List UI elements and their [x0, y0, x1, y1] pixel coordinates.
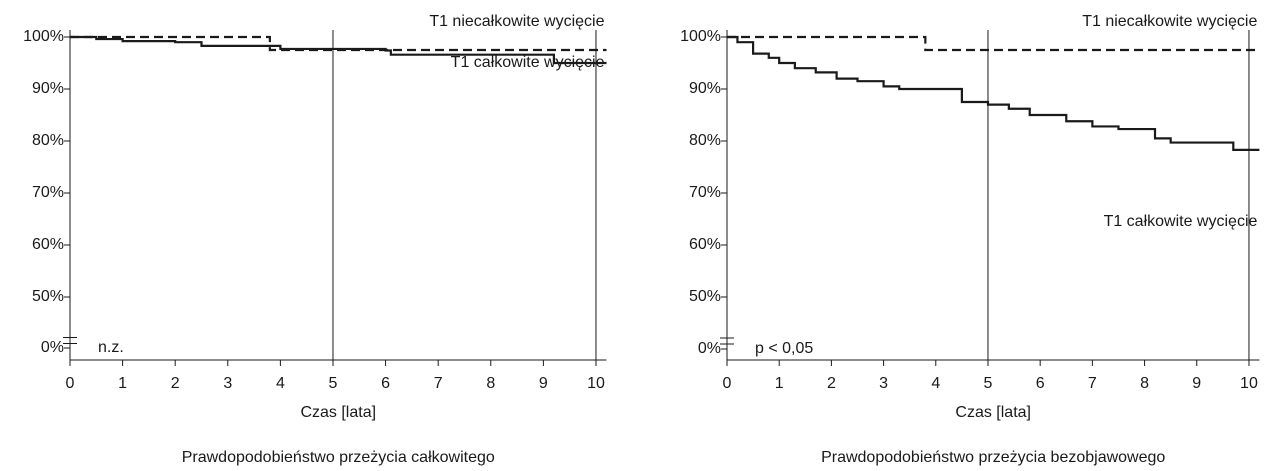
y-tick-label: 80% [32, 132, 64, 149]
caption: Prawdopodobieństwo przeżycia bezobjawowe… [821, 449, 1165, 466]
x-tick-label: 6 [381, 375, 390, 392]
series-label: T1 niecałkowite wycięcie [1082, 13, 1257, 30]
x-tick-label: 4 [276, 375, 285, 392]
y-tick-label: 70% [689, 184, 721, 201]
x-tick-label: 2 [171, 375, 180, 392]
x-tick-label: 8 [1140, 375, 1149, 392]
y-tick-label: 50% [689, 288, 721, 305]
y-tick-label: 80% [689, 132, 721, 149]
series-label: T1 całkowite wycięcie [451, 54, 605, 71]
y-tick-label: 60% [32, 236, 64, 253]
x-tick-label: 9 [1192, 375, 1201, 392]
survival-line [70, 35, 607, 52]
series-label: T1 niecałkowite wycięcie [429, 13, 604, 30]
y-tick-label: 0% [41, 339, 64, 356]
x-tick-label: 1 [118, 375, 127, 392]
x-tick-label: 10 [1240, 375, 1258, 392]
caption: Prawdopodobieństwo przeżycia całkowitego [182, 449, 495, 466]
x-axis-label: Czas [lata] [955, 404, 1031, 421]
y-tick-label: 90% [32, 80, 64, 97]
x-tick-label: 9 [539, 375, 548, 392]
x-tick-label: 5 [984, 375, 993, 392]
x-tick-label: 3 [223, 375, 232, 392]
annotation: p < 0,05 [755, 340, 813, 357]
survival-line [70, 35, 607, 65]
x-tick-label: 5 [329, 375, 338, 392]
x-tick-label: 8 [486, 375, 495, 392]
y-tick-label: 100% [23, 28, 64, 45]
x-tick-label: 7 [434, 375, 443, 392]
survival-line [727, 35, 1260, 151]
y-tick-label: 90% [689, 80, 721, 97]
x-tick-label: 3 [879, 375, 888, 392]
y-tick-label: 70% [32, 184, 64, 201]
x-tick-label: 4 [931, 375, 940, 392]
x-tick-label: 2 [827, 375, 836, 392]
x-tick-label: 6 [1036, 375, 1045, 392]
y-tick-label: 60% [689, 236, 721, 253]
y-tick-label: 100% [680, 28, 721, 45]
annotation: n.z. [98, 339, 124, 356]
x-tick-label: 0 [723, 375, 732, 392]
series-label: T1 całkowite wycięcie [1104, 213, 1258, 230]
y-tick-label: 0% [698, 340, 721, 357]
x-tick-label: 1 [775, 375, 784, 392]
x-axis-label: Czas [lata] [300, 404, 376, 421]
x-tick-label: 7 [1088, 375, 1097, 392]
x-tick-label: 10 [587, 375, 605, 392]
x-tick-label: 0 [66, 375, 75, 392]
y-tick-label: 50% [32, 288, 64, 305]
survival-line [727, 35, 1260, 52]
